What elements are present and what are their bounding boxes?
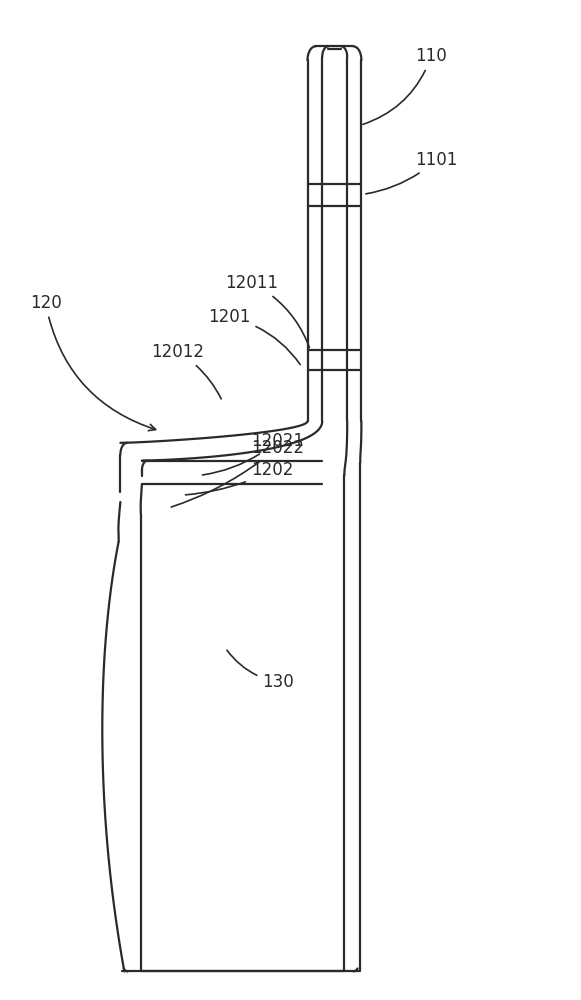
Text: 110: 110 (363, 47, 447, 124)
Text: 12011: 12011 (225, 274, 310, 348)
Text: 12012: 12012 (152, 343, 221, 399)
Text: 12022: 12022 (171, 439, 304, 507)
Text: 130: 130 (227, 650, 294, 691)
Text: 12021: 12021 (203, 432, 304, 475)
Text: 1201: 1201 (208, 308, 300, 365)
Text: 120: 120 (30, 294, 156, 431)
Text: 1101: 1101 (366, 151, 458, 194)
Text: 1202: 1202 (185, 461, 293, 495)
